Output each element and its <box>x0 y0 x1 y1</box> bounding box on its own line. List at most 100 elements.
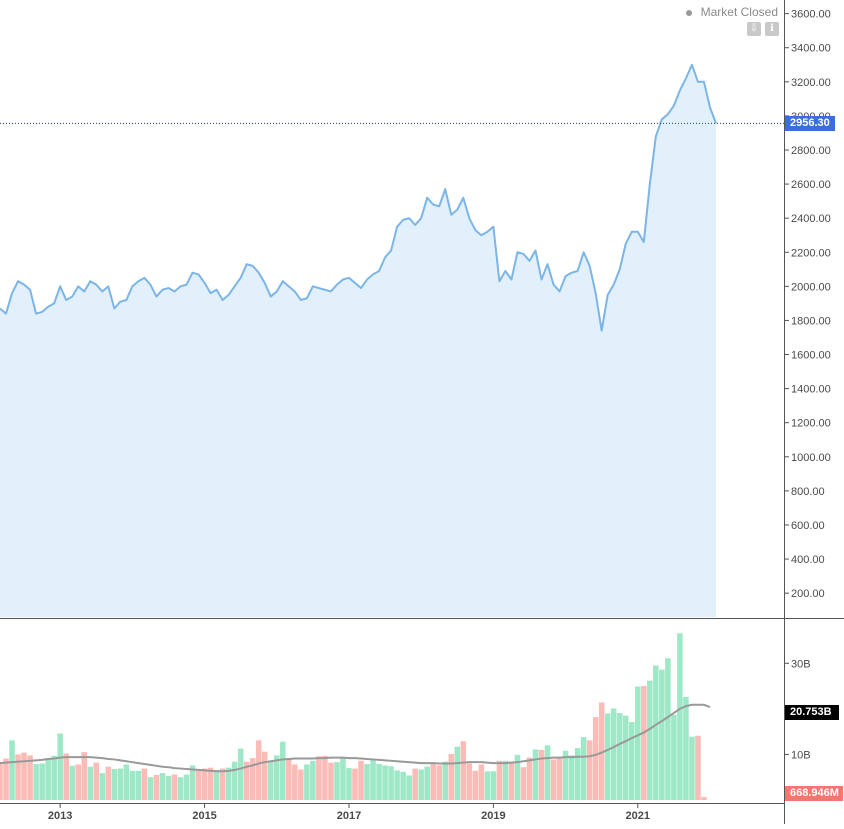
volume-bar <box>292 764 298 800</box>
info-icon[interactable]: ℹ <box>765 22 779 36</box>
volume-bar <box>580 737 587 800</box>
volume-bar <box>538 749 545 800</box>
volume-bar <box>430 762 436 800</box>
y-tick-label: 1000.00 <box>791 452 831 464</box>
volume-bar <box>310 760 316 800</box>
volume-bar <box>322 755 328 800</box>
volume-bar <box>99 773 106 800</box>
volume-bar <box>526 757 533 800</box>
volume-bar <box>442 761 449 800</box>
volume-bar <box>93 762 100 800</box>
volume-bar <box>562 750 569 800</box>
volume-bar <box>466 763 473 800</box>
price-pane <box>0 63 784 617</box>
volume-bar <box>677 633 683 800</box>
volume-bar <box>249 758 256 800</box>
volume-bar <box>448 753 455 800</box>
volume-bar <box>316 756 322 800</box>
volume-bar <box>496 760 503 800</box>
volume-bar <box>454 746 461 800</box>
volume-bar <box>280 741 286 800</box>
volume-bar <box>3 758 9 800</box>
y-tick-label: 2400.00 <box>791 213 831 225</box>
last-volume-tag: 20.753B <box>785 704 839 720</box>
y-tick-label: 1400.00 <box>791 384 831 396</box>
volume-moving-average <box>0 703 711 773</box>
volume-bar <box>683 697 689 800</box>
volume-bar <box>304 764 310 800</box>
download-icon[interactable]: ⇩ <box>747 22 761 36</box>
volume-bar <box>460 741 467 800</box>
volume-bar <box>328 762 334 800</box>
volume-bar <box>412 768 418 800</box>
y-tick-label: 2800.00 <box>791 145 831 157</box>
volume-bar <box>21 752 27 800</box>
volume-bar <box>177 777 184 800</box>
volume-bar <box>261 751 268 800</box>
volume-bar <box>153 774 160 800</box>
x-tick-label: 2019 <box>481 810 505 822</box>
volume-bar <box>33 764 39 800</box>
y-tick-label: 1800.00 <box>791 315 831 327</box>
price-area <box>0 64 716 617</box>
y-tick-label: 1600.00 <box>791 350 831 362</box>
volume-bar <box>544 745 551 800</box>
volume-bar <box>9 740 15 800</box>
volume-bar <box>400 771 406 800</box>
volume-bar <box>267 761 274 800</box>
volume-bar <box>695 735 701 800</box>
volume-bar <box>334 762 340 800</box>
volume-pane <box>0 633 711 800</box>
volume-bar <box>255 740 262 800</box>
volume-bar <box>123 764 130 800</box>
status-dot-icon <box>686 9 693 16</box>
x-tick-label: 2013 <box>48 810 72 822</box>
min-volume-tag: 668.946M <box>785 785 843 801</box>
market-status: Market Closed <box>686 5 778 19</box>
volume-bar <box>358 760 364 800</box>
volume-bar <box>610 708 617 800</box>
volume-bar <box>382 765 388 800</box>
volume-bar <box>147 777 154 800</box>
volume-bar <box>520 767 527 800</box>
volume-bar <box>370 758 376 800</box>
volume-bar <box>39 763 45 800</box>
y-tick-label: 3600.00 <box>791 9 831 21</box>
volume-bar <box>478 764 485 800</box>
volume-bar <box>532 749 539 800</box>
x-tick-label: 2021 <box>626 810 650 822</box>
volume-bar <box>490 771 497 800</box>
volume-bar <box>129 770 136 800</box>
volume-bar <box>635 686 641 800</box>
volume-bar <box>225 767 232 800</box>
volume-bar <box>231 761 238 800</box>
volume-bar <box>502 760 509 800</box>
volume-bar <box>15 754 21 800</box>
volume-bar <box>111 769 118 800</box>
volume-bar <box>159 773 166 800</box>
volume-bar <box>201 768 208 800</box>
volume-bar <box>346 768 352 800</box>
volume-tick-label: 30B <box>791 658 811 670</box>
y-tick-label: 800.00 <box>791 486 825 498</box>
volume-bar <box>671 714 677 800</box>
volume-bar <box>436 765 442 800</box>
volume-bar <box>135 770 142 800</box>
y-tick-label: 2200.00 <box>791 247 831 259</box>
volume-bar <box>665 658 671 800</box>
y-tick-label: 1200.00 <box>791 418 831 430</box>
volume-bar <box>141 768 148 800</box>
volume-bar <box>105 766 112 800</box>
volume-bar <box>69 765 75 800</box>
y-tick-label: 2600.00 <box>791 179 831 191</box>
volume-bar <box>424 766 430 800</box>
volume-bar <box>394 770 400 800</box>
y-tick-label: 3200.00 <box>791 77 831 89</box>
volume-bar <box>418 769 424 800</box>
volume-bar <box>352 768 358 800</box>
volume-bar <box>340 758 346 800</box>
volume-bar <box>586 740 593 800</box>
y-tick-label: 3400.00 <box>791 43 831 55</box>
y-tick-label: 200.00 <box>791 588 825 600</box>
